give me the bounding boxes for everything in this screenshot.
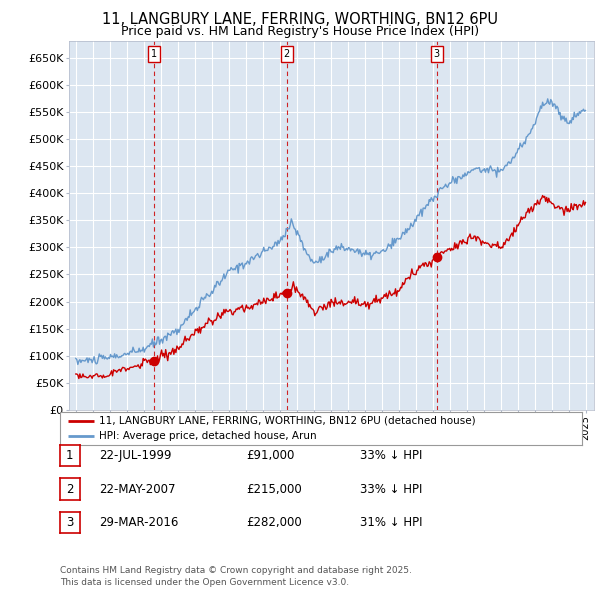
Text: 33% ↓ HPI: 33% ↓ HPI: [360, 449, 422, 462]
Text: 2: 2: [66, 483, 74, 496]
Text: Price paid vs. HM Land Registry's House Price Index (HPI): Price paid vs. HM Land Registry's House …: [121, 25, 479, 38]
Text: 22-MAY-2007: 22-MAY-2007: [99, 483, 176, 496]
Text: £91,000: £91,000: [246, 449, 295, 462]
Text: HPI: Average price, detached house, Arun: HPI: Average price, detached house, Arun: [99, 431, 317, 441]
Text: 11, LANGBURY LANE, FERRING, WORTHING, BN12 6PU: 11, LANGBURY LANE, FERRING, WORTHING, BN…: [102, 12, 498, 27]
Text: 31% ↓ HPI: 31% ↓ HPI: [360, 516, 422, 529]
Text: 1: 1: [66, 449, 74, 462]
Text: 11, LANGBURY LANE, FERRING, WORTHING, BN12 6PU (detached house): 11, LANGBURY LANE, FERRING, WORTHING, BN…: [99, 416, 476, 426]
Text: 2: 2: [284, 49, 290, 59]
Text: £215,000: £215,000: [246, 483, 302, 496]
Text: 29-MAR-2016: 29-MAR-2016: [99, 516, 178, 529]
Text: 22-JUL-1999: 22-JUL-1999: [99, 449, 172, 462]
Text: 3: 3: [434, 49, 440, 59]
Text: 3: 3: [66, 516, 74, 529]
Text: 33% ↓ HPI: 33% ↓ HPI: [360, 483, 422, 496]
Text: Contains HM Land Registry data © Crown copyright and database right 2025.
This d: Contains HM Land Registry data © Crown c…: [60, 566, 412, 587]
Text: £282,000: £282,000: [246, 516, 302, 529]
Text: 1: 1: [151, 49, 157, 59]
